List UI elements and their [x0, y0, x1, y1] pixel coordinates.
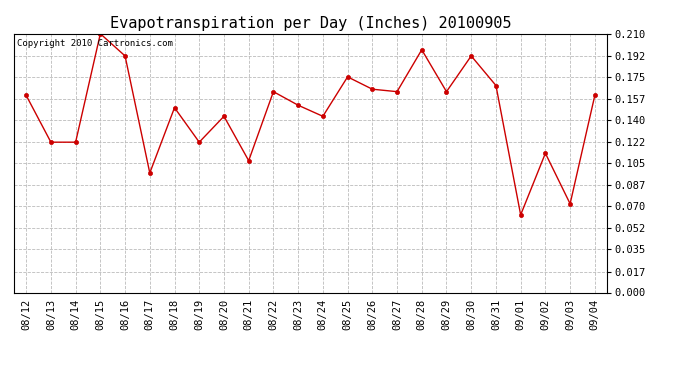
Title: Evapotranspiration per Day (Inches) 20100905: Evapotranspiration per Day (Inches) 2010… — [110, 16, 511, 31]
Text: Copyright 2010 Cartronics.com: Copyright 2010 Cartronics.com — [17, 39, 172, 48]
